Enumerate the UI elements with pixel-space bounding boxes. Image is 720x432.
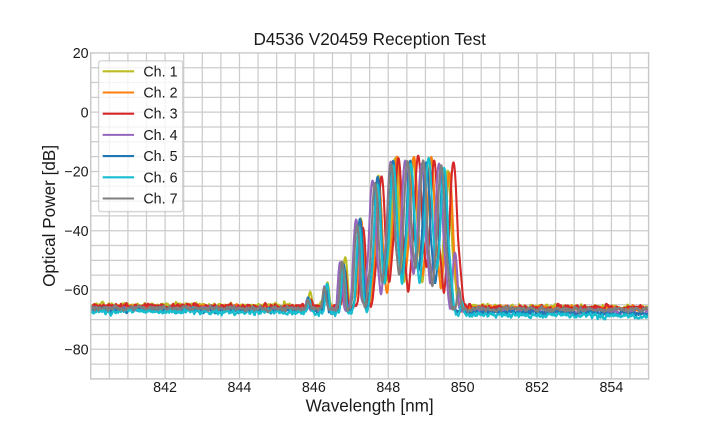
svg-text:−40: −40: [64, 224, 88, 240]
svg-text:Ch. 5: Ch. 5: [143, 149, 177, 165]
svg-text:Ch. 6: Ch. 6: [143, 170, 177, 186]
svg-text:D4536 V20459 Reception Test: D4536 V20459 Reception Test: [253, 29, 486, 49]
svg-text:Ch. 7: Ch. 7: [143, 192, 177, 208]
svg-text:−60: −60: [64, 283, 88, 299]
svg-text:846: 846: [302, 380, 326, 396]
svg-text:−20: −20: [64, 165, 88, 181]
svg-text:0: 0: [81, 105, 89, 121]
svg-text:850: 850: [451, 380, 475, 396]
svg-text:Optical Power [dB]: Optical Power [dB]: [39, 145, 59, 287]
svg-text:852: 852: [525, 380, 549, 396]
svg-text:Ch. 4: Ch. 4: [143, 128, 177, 144]
svg-text:Ch. 1: Ch. 1: [143, 64, 177, 80]
svg-text:854: 854: [599, 380, 623, 396]
svg-text:844: 844: [228, 380, 252, 396]
svg-text:Wavelength [nm]: Wavelength [nm]: [306, 396, 434, 416]
svg-text:−80: −80: [64, 342, 88, 358]
svg-text:842: 842: [153, 380, 177, 396]
svg-text:Ch. 3: Ch. 3: [143, 107, 177, 123]
svg-text:Ch. 2: Ch. 2: [143, 85, 177, 101]
svg-text:848: 848: [376, 380, 400, 396]
svg-text:20: 20: [73, 46, 89, 62]
